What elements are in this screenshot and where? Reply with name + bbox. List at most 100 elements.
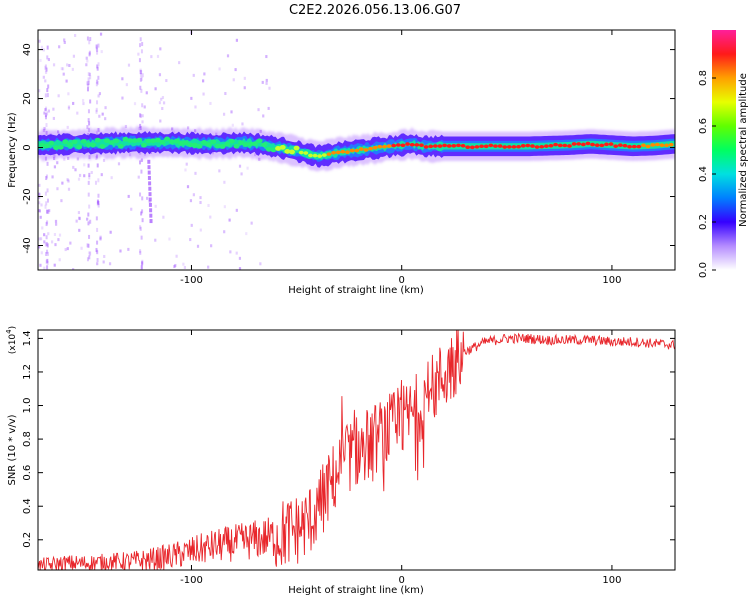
spectrogram-noise-speck bbox=[86, 217, 89, 221]
spectrogram-noise-speck bbox=[268, 86, 271, 90]
spectrogram-streak-speck bbox=[140, 266, 143, 270]
spectrogram-noise-speck bbox=[98, 114, 101, 118]
spectrogram-x-tick-label: -100 bbox=[180, 275, 203, 286]
spectrogram-streak-speck bbox=[140, 158, 143, 163]
spectrogram-streak-speck bbox=[88, 172, 91, 177]
spectrogram-branch-speck bbox=[147, 159, 151, 164]
spectrogram-noise-speck bbox=[43, 233, 46, 237]
spectrogram-ridge-point bbox=[456, 143, 461, 148]
spectrogram-noise-speck bbox=[104, 117, 107, 121]
spectrogram-noise-speck bbox=[209, 215, 212, 219]
spectrogram-ridge bbox=[38, 126, 675, 172]
spectrogram-noise-speck bbox=[47, 232, 50, 236]
spectrogram-streak-speck bbox=[138, 58, 141, 63]
spectrogram-streak-speck bbox=[87, 80, 90, 85]
spectrogram-streak-speck bbox=[86, 243, 89, 248]
spectrogram-streak-speck bbox=[141, 261, 144, 266]
spectrogram-noise-speck bbox=[43, 111, 46, 115]
spectrogram-noise-speck bbox=[196, 244, 200, 248]
spectrogram-streak-speck bbox=[96, 50, 99, 55]
spectrogram-ridge-point bbox=[358, 147, 364, 151]
spectrogram-noise-speck bbox=[38, 201, 41, 205]
spectrogram-noise-speck bbox=[42, 75, 45, 79]
spectrogram-ridge-point bbox=[543, 144, 549, 148]
spectrogram-streak-speck bbox=[96, 64, 99, 69]
spectrogram-y-tick-label: 0 bbox=[22, 144, 33, 150]
spectrogram-noise-speck bbox=[158, 73, 162, 77]
spectrogram-ridge-point bbox=[594, 143, 600, 148]
spectrogram-streak-speck bbox=[44, 242, 47, 247]
spectrogram-noise-speck bbox=[44, 108, 47, 112]
spectrogram-noise-speck bbox=[121, 77, 124, 81]
spectrogram-streak-speck bbox=[86, 125, 89, 130]
spectrogram-streak-speck bbox=[45, 106, 48, 111]
spectrogram-noise-speck bbox=[124, 124, 128, 128]
snr-y-tick-label: 0.4 bbox=[22, 498, 33, 514]
spectrogram-noise-speck bbox=[137, 52, 140, 56]
spectrogram-ridge-point bbox=[382, 144, 387, 149]
spectrogram-streak-speck bbox=[46, 188, 49, 193]
spectrogram-streak-speck bbox=[45, 209, 48, 214]
spectrogram-ridge-point bbox=[340, 149, 346, 154]
spectrogram-ridge-point bbox=[668, 142, 674, 147]
spectrogram-streak-speck bbox=[140, 235, 143, 240]
spectrogram-streak-speck bbox=[87, 83, 90, 88]
spectrogram-streak-speck bbox=[140, 49, 143, 54]
spectrogram-ridge-point bbox=[641, 143, 646, 148]
spectrogram-noise-speck bbox=[76, 157, 79, 161]
spectrogram-noise-speck bbox=[67, 187, 71, 191]
spectrogram-ridge-point bbox=[182, 140, 189, 146]
snr-y-scale-exponent: 4 bbox=[5, 329, 13, 334]
spectrogram-noise-speck bbox=[39, 215, 42, 219]
spectrogram-ridge-point bbox=[613, 144, 619, 148]
spectrogram-ridge-point bbox=[654, 142, 660, 147]
spectrogram-noise-speck bbox=[159, 119, 162, 123]
spectrogram-noise-speck bbox=[257, 108, 260, 112]
spectrogram-noise-speck bbox=[182, 262, 185, 266]
spectrogram-streak-speck bbox=[47, 84, 50, 89]
spectrogram-y-tick-label: 40 bbox=[22, 43, 33, 56]
spectrogram-streak-speck bbox=[44, 204, 47, 209]
spectrogram-noise-speck bbox=[189, 199, 193, 203]
spectrogram-branch-speck bbox=[149, 219, 153, 224]
spectrogram-ridge-point bbox=[238, 140, 245, 146]
spectrogram-streak-speck bbox=[94, 180, 97, 185]
spectrogram-ridge-point bbox=[177, 141, 184, 146]
spectrogram-ridge-point bbox=[94, 137, 101, 143]
spectrogram-noise-speck bbox=[117, 162, 121, 166]
spectrogram-noise-speck bbox=[38, 193, 41, 197]
spectrogram-ridge-point bbox=[214, 143, 221, 149]
spectrogram-streak-speck bbox=[88, 52, 91, 57]
spectrogram-streak-speck bbox=[87, 72, 90, 77]
spectrogram-ridge-point bbox=[659, 143, 665, 148]
spectrogram-noise-speck bbox=[190, 96, 193, 100]
spectrogram-noise-speck bbox=[38, 245, 41, 249]
spectrogram-frame bbox=[37, 29, 676, 271]
colorbar bbox=[712, 30, 736, 270]
spectrogram-ridge-point bbox=[469, 145, 475, 150]
spectrogram-ridge-point bbox=[233, 143, 240, 149]
spectrogram-noise-speck bbox=[52, 116, 55, 120]
spectrogram-ridge-point bbox=[534, 145, 540, 149]
spectrogram-noise-speck bbox=[235, 251, 238, 255]
spectrogram-noise-speck bbox=[67, 92, 70, 96]
spectrogram-ridge-point bbox=[53, 145, 60, 151]
spectrogram-x-tick-label: 100 bbox=[602, 275, 621, 286]
spectrogram-noise-speck bbox=[63, 38, 66, 42]
spectrogram-noise-speck bbox=[66, 63, 69, 67]
spectrogram-streak-speck bbox=[139, 249, 142, 254]
colorbar-tick-label: 0.2 bbox=[698, 214, 709, 230]
spectrogram-noise-speck bbox=[238, 256, 242, 260]
spectrogram-ridge-point bbox=[405, 142, 410, 146]
spectrogram-ridge-point bbox=[164, 136, 171, 142]
spectrogram-ridge-point bbox=[580, 142, 586, 147]
spectrogram-streak-speck bbox=[139, 250, 142, 255]
spectrogram-streak-speck bbox=[44, 64, 47, 69]
spectrogram-streak-speck bbox=[139, 123, 142, 128]
spectrogram-ridge-point bbox=[548, 143, 554, 148]
spectrogram-noise-speck bbox=[74, 168, 77, 172]
spectrogram-noise-speck bbox=[54, 219, 58, 223]
spectrogram-streak-speck bbox=[95, 109, 98, 114]
spectrogram-noise-speck bbox=[199, 196, 202, 200]
spectrogram-x-ticks: -100 0 100 bbox=[180, 30, 621, 286]
